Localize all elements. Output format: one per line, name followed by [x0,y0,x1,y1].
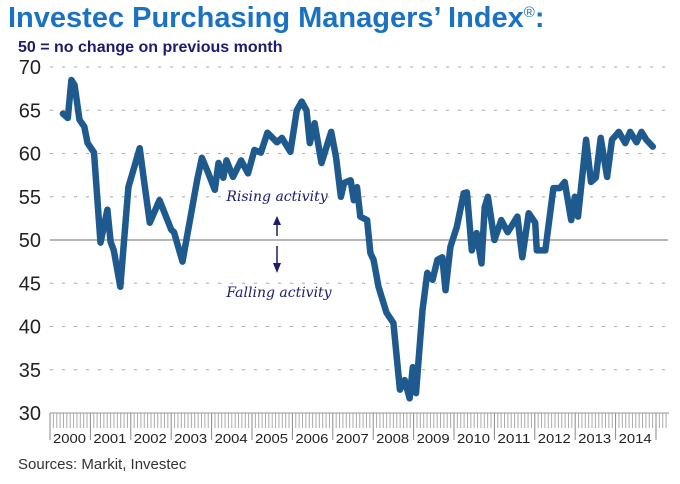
x-tick-label: 2000 [53,431,86,446]
title-colon: : [534,2,545,34]
x-tick-label: 2008 [376,431,409,446]
x-tick-label: 2001 [93,431,126,446]
x-tick-label: 2013 [578,431,611,446]
y-tick-label: 50 [19,230,41,252]
x-tick-label: 2005 [255,431,288,446]
source-note: Sources: Markit, Investec [18,456,187,473]
y-tick-label: 55 [19,187,41,209]
x-tick-label: 2002 [134,431,167,446]
chart-subtitle: 50 = no change on previous month [18,39,283,56]
x-axis: 2000 2001 2002 2003 2004 2005 2006 2007 2008 2009… [49,412,669,446]
y-tick-label: 60 [19,144,41,166]
y-tick-label: 35 [19,360,41,382]
up-arrowhead-icon [273,216,281,225]
x-tick-label: 2004 [215,431,248,446]
pmi-series-line [59,76,657,402]
gridlines [50,66,668,371]
y-tick-label: 40 [19,317,41,339]
x-tick-label: 2014 [619,431,652,446]
y-tick-label: 70 [19,57,41,79]
x-tick-label: 2006 [295,431,328,446]
falling-activity-label: Falling activity [225,285,332,301]
x-tick-label: 2007 [336,431,369,446]
chart-title: Investec Purchasing Managers’ Index®: [8,2,545,35]
series-layer [59,76,657,402]
x-tick-label: 2011 [497,431,530,446]
y-tick-label: 45 [19,273,41,295]
x-tick-label: 2009 [417,431,450,446]
down-arrowhead-icon [273,263,281,273]
annotations: Rising activity Falling activity [225,189,332,301]
x-tick-label: 2010 [457,431,490,446]
x-tick-label: 2003 [174,431,207,446]
rising-activity-label: Rising activity [225,189,328,205]
y-tick-label: 30 [19,403,41,425]
title-text: Investec Purchasing Managers’ Index [8,2,524,34]
registered-mark: ® [523,4,535,21]
y-tick-label: 65 [19,100,41,122]
x-tick-label: 2012 [538,431,571,446]
y-axis-labels: 30 35 40 45 50 55 60 65 70 [19,57,41,425]
